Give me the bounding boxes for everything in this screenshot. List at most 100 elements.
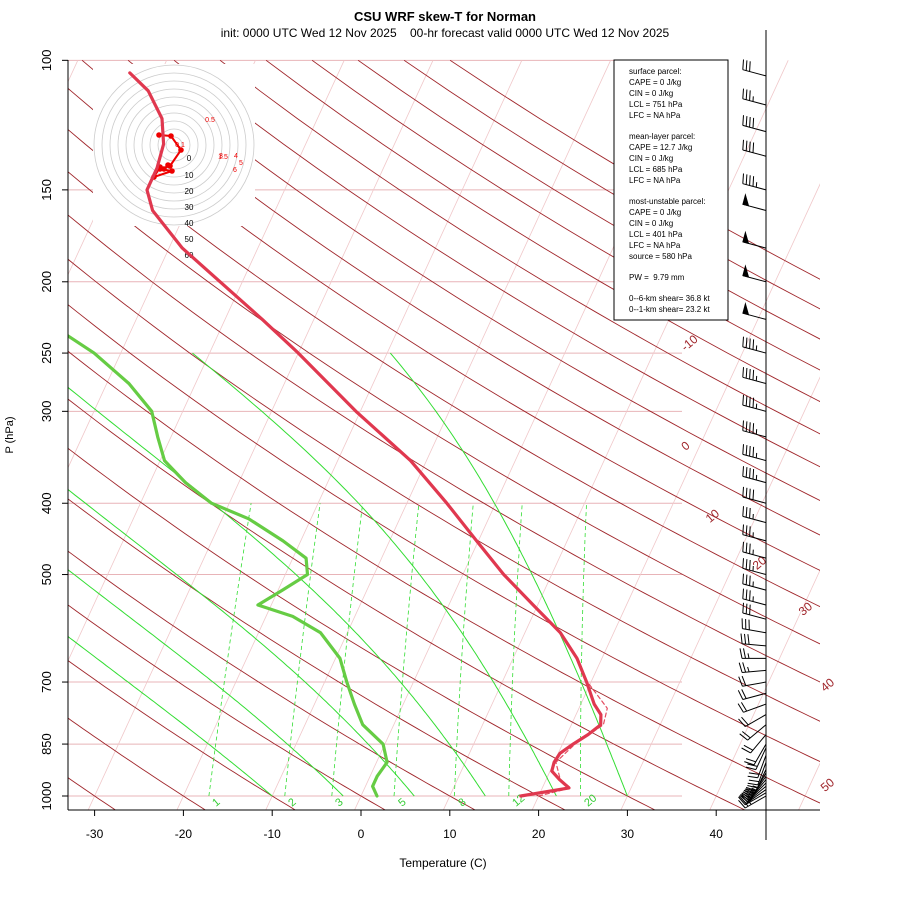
dry-adiabat (68, 398, 746, 810)
most-unstable-cin: CIN = 0 J/kg (629, 219, 673, 228)
y-tick-label: 1000 (39, 782, 54, 811)
wind-barb (742, 602, 767, 620)
mean-layer-cape: CAPE = 12.7 J/kg (629, 143, 692, 152)
y-tick-label: 700 (39, 671, 54, 693)
surface-parcel-heading: surface parcel: (629, 67, 681, 76)
x-tick-label: -20 (175, 827, 193, 841)
shear-0-6km: 0--6-km shear= 36.8 kt (629, 294, 710, 303)
y-tick-label: 300 (39, 400, 54, 422)
hodograph-ring (141, 112, 207, 178)
wind-barb (742, 394, 767, 412)
wind-barb (742, 588, 767, 606)
hodograph-point (178, 147, 184, 153)
wind-barb (742, 524, 767, 542)
wind-barb (739, 724, 767, 741)
wind-barb (745, 769, 767, 792)
moist-adiabat (389, 352, 628, 797)
isotherm-line (442, 60, 789, 810)
hodograph-background (93, 64, 255, 226)
wind-barb (742, 558, 767, 576)
stability-box: surface parcel: CAPE = 0 J/kg CIN = 0 J/… (613, 59, 729, 321)
mixing-ratio-line (580, 503, 587, 796)
hodograph-point (168, 133, 174, 139)
isobar-lines (68, 59, 682, 797)
hodograph-point (165, 162, 171, 168)
hodograph-point-label: 0.1 (175, 142, 185, 149)
x-axis-label: Temperature (C) (399, 856, 486, 870)
wind-barb (742, 88, 767, 106)
hodograph-ring-label: 20 (185, 187, 194, 196)
hodograph-ring (125, 96, 223, 194)
y-tick-label: 200 (39, 271, 54, 293)
mean-layer-lcl: LCL = 685 hPa (629, 165, 683, 174)
hodograph-point-label: 0.5 (205, 117, 215, 124)
hodograph-point (169, 168, 175, 174)
surface-cin: CIN = 0 J/kg (629, 89, 673, 98)
dry-adiabat (68, 128, 820, 608)
wind-barb (739, 648, 767, 659)
mean-layer-cin: CIN = 0 J/kg (629, 154, 673, 163)
chart-subtitle: init: 0000 UTC Wed 12 Nov 2025 00-hr for… (221, 26, 670, 40)
y-axis-label: P (hPa) (4, 416, 16, 453)
hodograph-ring-label: 30 (185, 203, 194, 212)
isotherm-line (87, 60, 434, 810)
chart-title: CSU WRF skew-T for Norman (354, 9, 536, 24)
dry-adiabat (68, 350, 820, 804)
hodograph-point-label: 3 (219, 153, 223, 160)
hodograph-ring-label: 40 (185, 219, 194, 228)
wind-barb (742, 466, 767, 484)
wind-barb (737, 689, 767, 700)
x-tick-label: 20 (532, 827, 546, 841)
dry-adiabat (68, 717, 207, 810)
wind-barb (742, 573, 767, 591)
x-tick-label: 0 (358, 827, 365, 841)
mean-layer-lfc: LFC = NA hPa (629, 176, 681, 185)
y-tick-label: 400 (39, 492, 54, 514)
most-unstable-lcl: LCL = 401 hPa (629, 230, 683, 239)
surface-cape: CAPE = 0 J/kg (629, 78, 681, 87)
hodograph-point-label: 4 (234, 153, 238, 160)
wind-barb (747, 754, 767, 779)
hodograph-ring-label: 50 (185, 235, 194, 244)
isotherm-line (68, 60, 345, 662)
wind-barb (742, 420, 767, 438)
hodograph-point (156, 132, 162, 138)
dry-adiabat (68, 304, 820, 763)
mean-layer-heading: mean-layer parcel: (629, 132, 695, 141)
hodograph-ring (165, 136, 183, 154)
wind-barb (742, 775, 767, 797)
most-unstable-cape: CAPE = 0 J/kg (629, 208, 681, 217)
moist-adiabat (68, 569, 344, 797)
x-tick-label: 40 (710, 827, 724, 841)
hodograph-point-label: 6 (233, 167, 237, 174)
isotherm-line (176, 60, 523, 810)
wind-barb (738, 792, 767, 806)
hodograph-point (161, 166, 167, 172)
hodograph-ring (93, 64, 255, 226)
wind-barb-flag (742, 264, 750, 278)
mixing-ratio-line (393, 503, 420, 797)
stability-box-frame (613, 59, 729, 321)
wind-barb (742, 506, 767, 524)
wind-barb (742, 336, 767, 354)
dry-adiabat (265, 60, 820, 403)
wind-barb (744, 743, 767, 766)
dry-adiabat (81, 60, 820, 536)
precipitable-water: PW = 9.79 mm (629, 273, 685, 282)
wind-barb (740, 633, 767, 647)
wind-barb-flag (742, 193, 750, 207)
most-unstable-heading: most-unstable parcel: (629, 197, 705, 206)
surface-lcl: LCL = 751 hPa (629, 100, 683, 109)
mixing-ratio-line (284, 503, 321, 797)
mixing-ratio-lines (208, 503, 587, 797)
hodograph-ring-label: 0 (187, 154, 192, 163)
mixing-ratio-line (508, 503, 523, 796)
dewpoint-trace (68, 333, 389, 798)
y-tick-label: 100 (39, 49, 54, 71)
isotherm-line (709, 569, 820, 810)
wind-barb (740, 782, 767, 801)
